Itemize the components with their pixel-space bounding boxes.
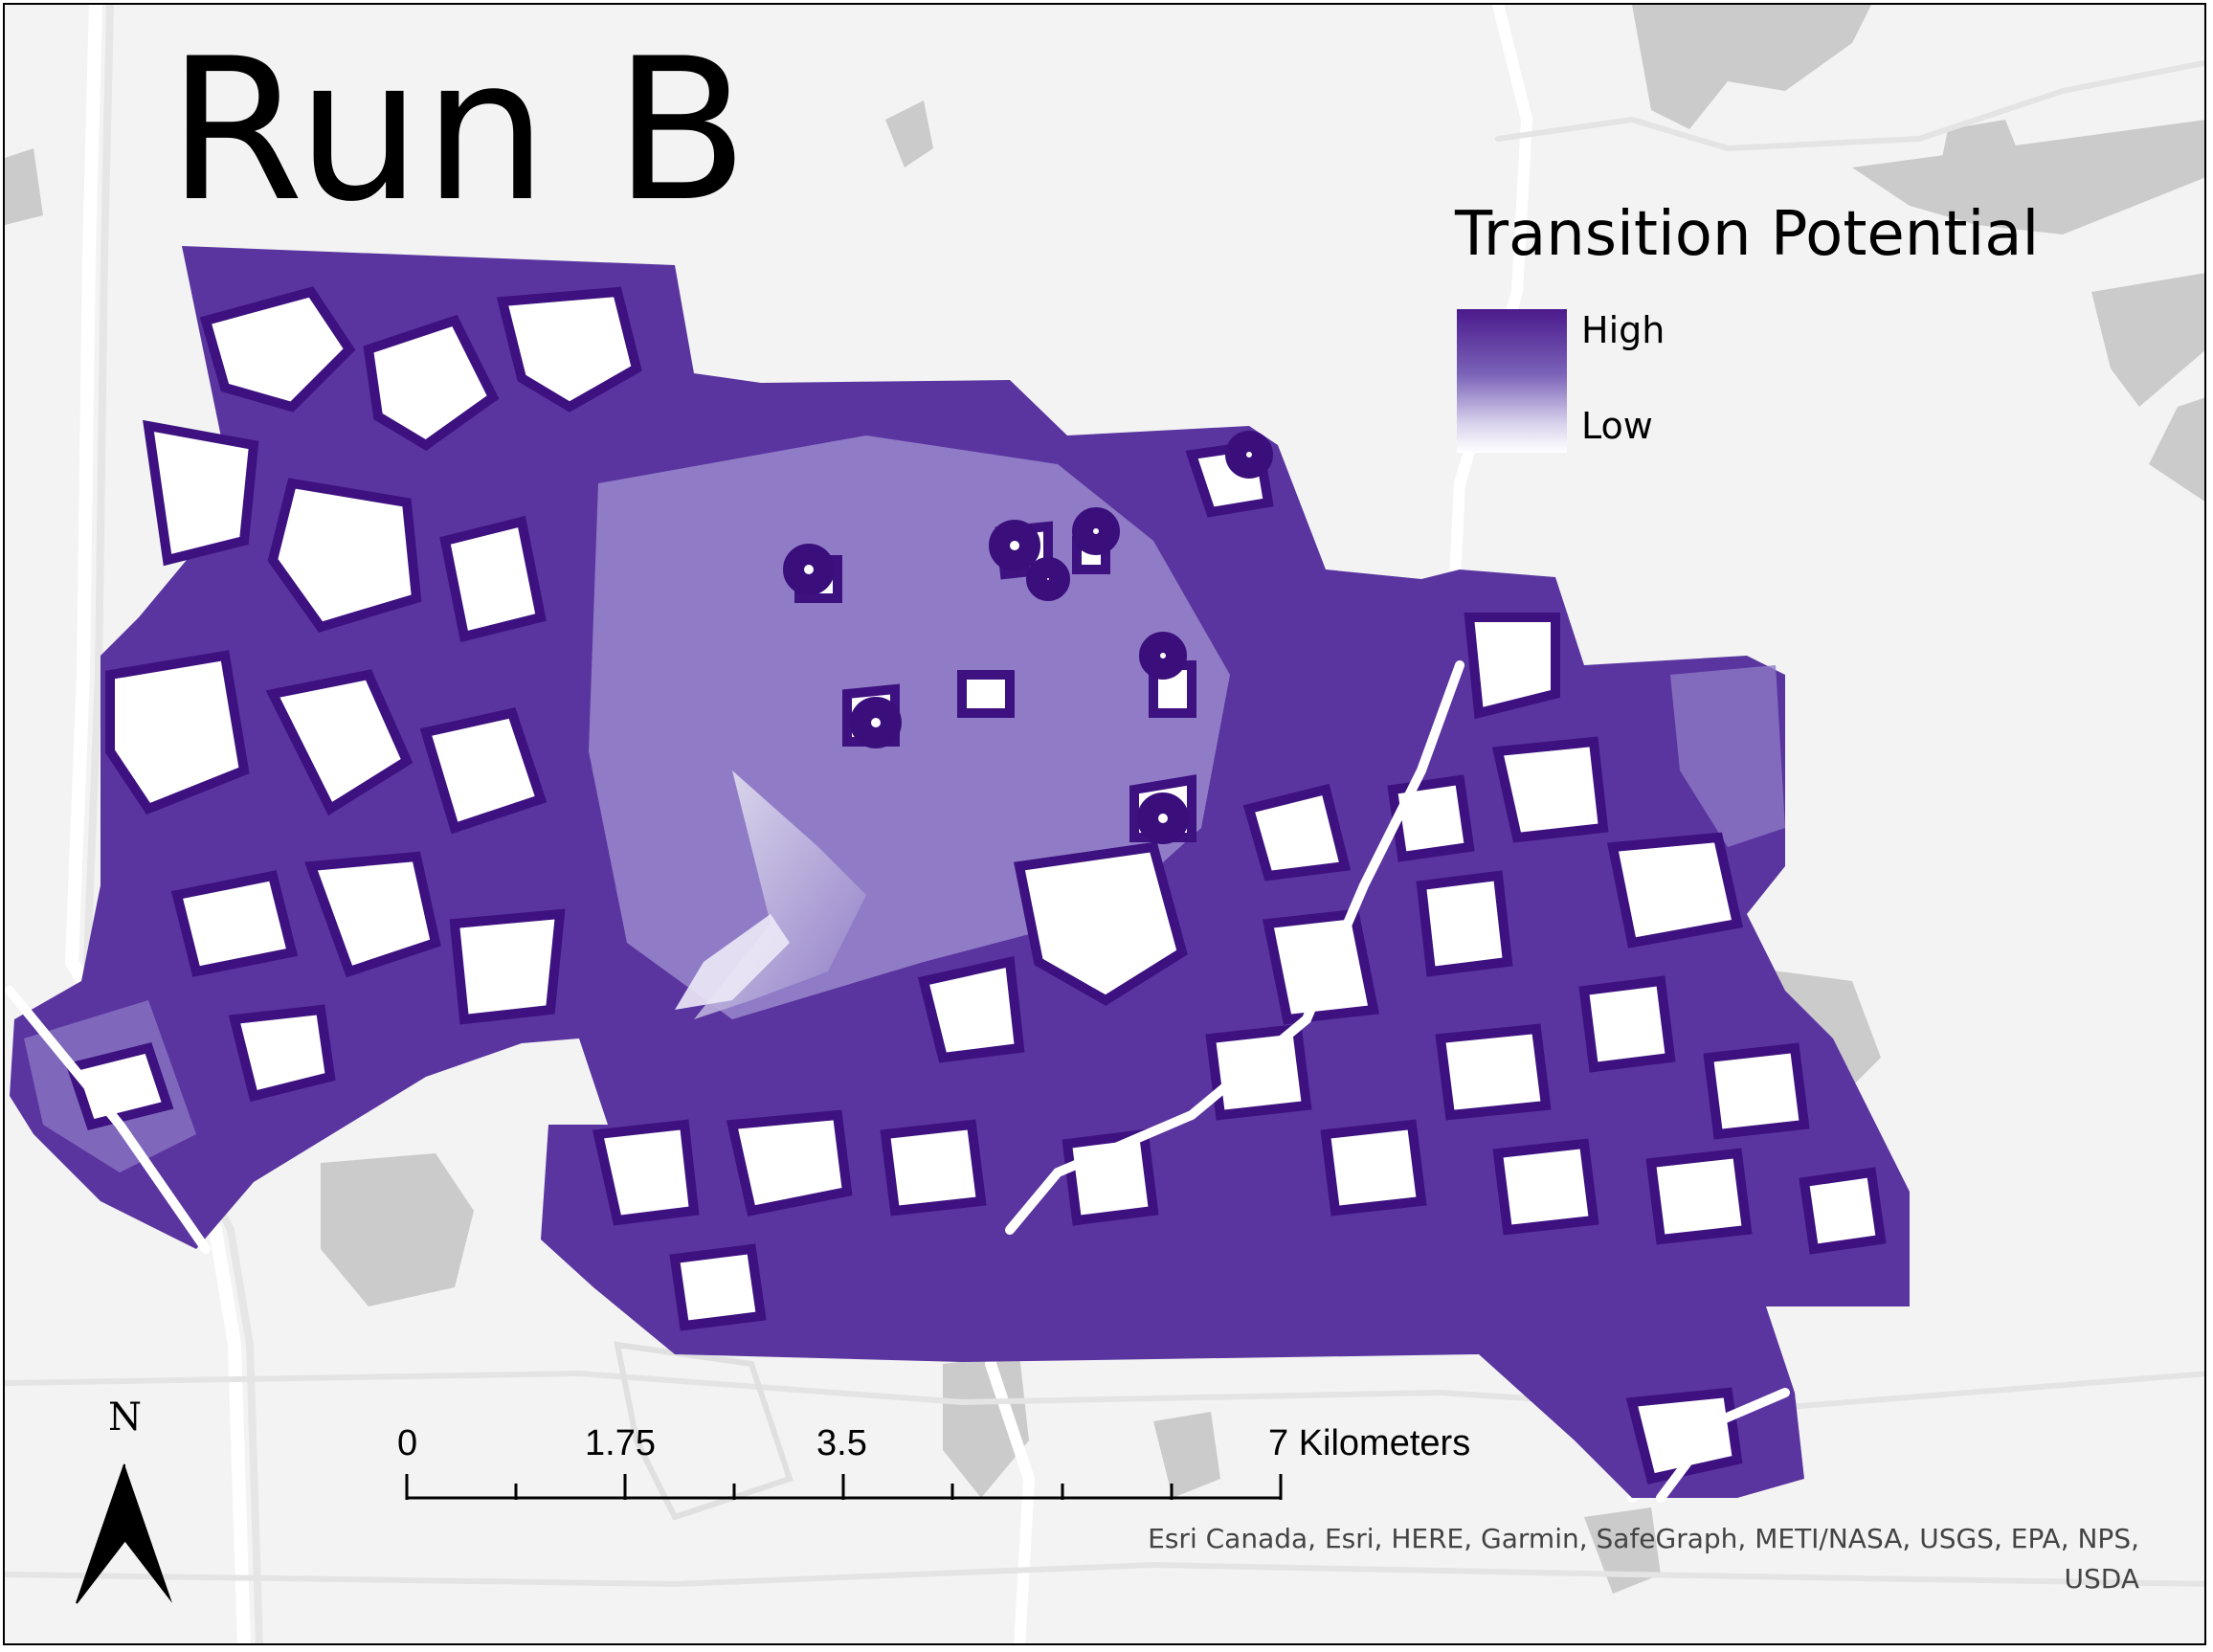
water-body — [943, 1354, 1029, 1498]
map-attribution: Esri Canada, Esri, HERE, Garmin, SafeGra… — [1148, 1523, 2139, 1595]
basemap — [5, 5, 2204, 1643]
legend-high-label: High — [1581, 309, 1665, 351]
legend-title: Transition Potential — [1455, 199, 2040, 270]
north-arrow-label: N — [108, 1395, 142, 1440]
scale-label-3-5: 3.5 — [816, 1423, 867, 1463]
transition-potential-raster — [10, 246, 1910, 1498]
north-arrow-icon — [76, 1463, 172, 1604]
water-body — [2091, 273, 2204, 407]
pale-zone — [675, 914, 790, 1010]
water-body — [1632, 5, 1871, 129]
scale-label-1-75: 1.75 — [585, 1423, 656, 1463]
low-patches — [65, 286, 1887, 1485]
scale-bar-line — [405, 1474, 1283, 1500]
water-body — [2149, 397, 2204, 502]
water-body — [321, 1153, 474, 1306]
pale-zone — [694, 770, 866, 1019]
road-overlay — [5, 660, 1790, 1503]
legend: Transition Potential High Low — [1455, 199, 2040, 453]
hole-rings — [783, 431, 1273, 844]
scale-label-0: 0 — [397, 1423, 418, 1463]
map-title: Run B — [168, 17, 750, 245]
water-body — [1153, 1412, 1220, 1498]
legend-color-ramp — [1457, 309, 1567, 453]
map-frame[interactable]: Run B Transition Potential High Low 0 1.… — [3, 3, 2206, 1645]
water-body — [1756, 24, 1823, 72]
water-body — [885, 100, 933, 167]
legend-low-label: Low — [1581, 405, 1653, 447]
water-body — [5, 148, 43, 225]
scale-label-7-kilometers: 7 Kilometers — [1268, 1423, 1471, 1463]
water-body — [1852, 120, 2204, 234]
pale-zone — [1670, 665, 1785, 847]
